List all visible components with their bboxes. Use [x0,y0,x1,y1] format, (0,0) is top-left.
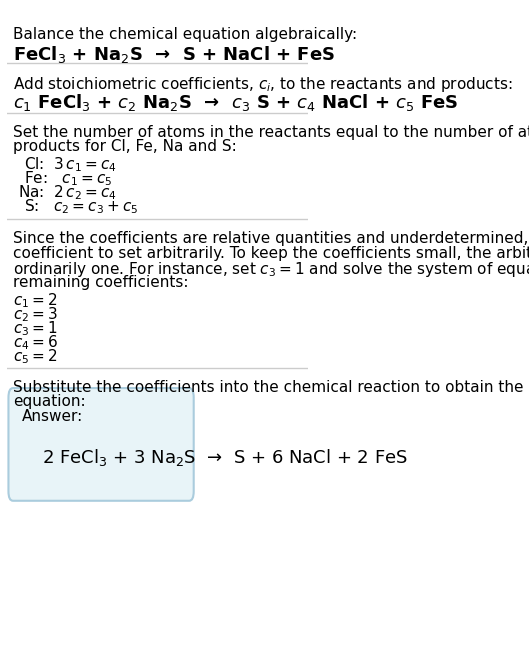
Text: Answer:: Answer: [21,409,83,424]
Text: Since the coefficients are relative quantities and underdetermined, choose a: Since the coefficients are relative quan… [13,231,529,246]
Text: Substitute the coefficients into the chemical reaction to obtain the balanced: Substitute the coefficients into the che… [13,380,529,395]
Text: products for Cl, Fe, Na and S:: products for Cl, Fe, Na and S: [13,139,236,154]
Text: $c_5 = 2$: $c_5 = 2$ [13,347,58,366]
Text: $c_1$ FeCl$_3$ + $c_2$ Na$_2$S  →  $c_3$ S + $c_4$ NaCl + $c_5$ FeS: $c_1$ FeCl$_3$ + $c_2$ Na$_2$S → $c_3$ S… [13,93,459,113]
Text: Na:  $2\,c_2 = c_4$: Na: $2\,c_2 = c_4$ [19,183,117,202]
Text: Fe:   $c_1 = c_5$: Fe: $c_1 = c_5$ [23,169,112,188]
Text: Balance the chemical equation algebraically:: Balance the chemical equation algebraica… [13,27,357,42]
Text: $c_4 = 6$: $c_4 = 6$ [13,333,58,352]
Text: FeCl$_3$ + Na$_2$S  →  S + NaCl + FeS: FeCl$_3$ + Na$_2$S → S + NaCl + FeS [13,43,335,65]
Text: Add stoichiometric coefficients, $c_i$, to the reactants and products:: Add stoichiometric coefficients, $c_i$, … [13,74,513,94]
Text: $c_3 = 1$: $c_3 = 1$ [13,319,58,338]
Text: ordinarily one. For instance, set $c_3 = 1$ and solve the system of equations fo: ordinarily one. For instance, set $c_3 =… [13,260,529,280]
Text: $c_1 = 2$: $c_1 = 2$ [13,291,58,310]
Text: coefficient to set arbitrarily. To keep the coefficients small, the arbitrary va: coefficient to set arbitrarily. To keep … [13,246,529,261]
Text: equation:: equation: [13,395,86,410]
Text: Cl:  $3\,c_1 = c_4$: Cl: $3\,c_1 = c_4$ [23,155,116,174]
Text: 2 FeCl$_3$ + 3 Na$_2$S  →  S + 6 NaCl + 2 FeS: 2 FeCl$_3$ + 3 Na$_2$S → S + 6 NaCl + 2 … [42,447,407,468]
FancyBboxPatch shape [8,388,194,501]
Text: Set the number of atoms in the reactants equal to the number of atoms in the: Set the number of atoms in the reactants… [13,125,529,140]
Text: S:   $c_2 = c_3 + c_5$: S: $c_2 = c_3 + c_5$ [23,197,138,215]
Text: $c_2 = 3$: $c_2 = 3$ [13,305,58,324]
Text: remaining coefficients:: remaining coefficients: [13,275,188,290]
